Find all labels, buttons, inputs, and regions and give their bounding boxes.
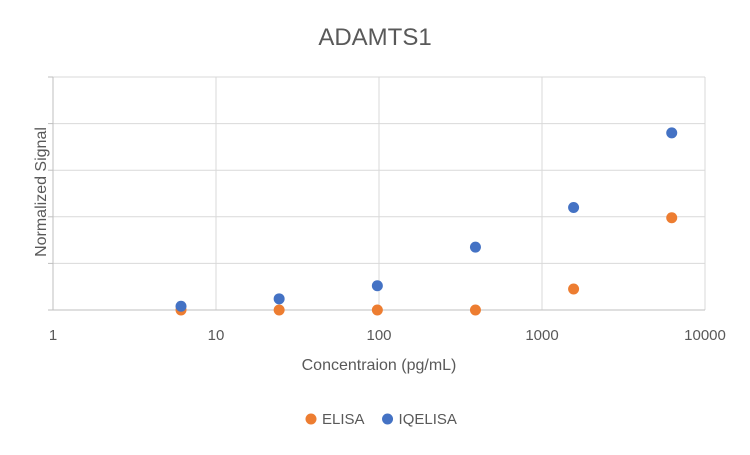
data-point-elisa bbox=[371, 304, 383, 316]
legend: ELISA IQELISA bbox=[305, 411, 457, 428]
legend-marker-iqelisa bbox=[382, 413, 394, 425]
x-tick-label: 1 bbox=[49, 327, 57, 344]
data-point-elisa bbox=[273, 304, 285, 316]
x-tick-label: 100 bbox=[366, 327, 391, 344]
y-axis-title: Normalized Signal bbox=[33, 127, 50, 257]
data-point-iqelisa bbox=[568, 201, 580, 213]
data-point-elisa bbox=[568, 283, 580, 295]
legend-marker-elisa bbox=[305, 413, 317, 425]
x-tick-label: 1000 bbox=[525, 327, 558, 344]
tick-labels: 1 10 100 1000 10000 bbox=[49, 327, 726, 344]
data-point-iqelisa bbox=[175, 300, 187, 312]
data-point-iqelisa bbox=[666, 127, 678, 139]
grid bbox=[53, 76, 706, 310]
legend-item-elisa: ELISA bbox=[305, 411, 365, 428]
x-tick-label: 10 bbox=[208, 327, 225, 344]
data-point-iqelisa bbox=[371, 280, 383, 292]
axes bbox=[48, 76, 705, 311]
x-tick-label: 10000 bbox=[684, 327, 726, 344]
chart-title: ADAMTS1 bbox=[318, 24, 431, 51]
data-point-iqelisa bbox=[469, 241, 481, 253]
data-point-iqelisa bbox=[273, 293, 285, 305]
legend-item-iqelisa: IQELISA bbox=[382, 411, 457, 428]
data-point-elisa bbox=[469, 304, 481, 316]
legend-label-iqelisa: IQELISA bbox=[399, 411, 457, 428]
x-axis-title: Concentraion (pg/mL) bbox=[302, 357, 457, 374]
data-point-elisa bbox=[666, 212, 678, 224]
data-series bbox=[175, 127, 678, 316]
series-iqelisa bbox=[175, 127, 678, 312]
legend-label-elisa: ELISA bbox=[322, 411, 365, 428]
